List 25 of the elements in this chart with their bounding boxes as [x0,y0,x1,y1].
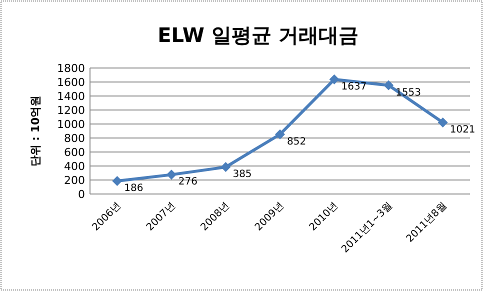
data-label: 852 [287,136,306,148]
point [112,176,122,186]
y-tick-label: 1200 [57,104,85,117]
y-tick-label: 1600 [57,76,85,89]
y-tick-label: 1800 [57,62,85,75]
y-tick-label: 1400 [57,90,85,103]
data-label: 1021 [450,124,476,136]
y-tick-label: 200 [64,174,85,187]
y-tick-label: 0 [78,188,85,201]
point [220,162,231,172]
point [438,118,448,128]
y-tick-label: 800 [64,132,85,145]
data-label: 186 [124,182,144,194]
data-label: 1637 [341,81,367,92]
chart-title: ELW 일평균 거래대금 [158,23,358,47]
point [384,80,394,90]
y-tick-label: 600 [64,146,85,159]
point [329,74,340,84]
data-label: 276 [178,176,198,188]
y-axis-title: 단위 : 10억원 [29,95,42,167]
point [275,129,285,140]
y-tick-label: 400 [64,160,85,173]
point [166,170,176,180]
y-tick-label: 1000 [57,118,85,131]
data-label: 385 [232,169,252,180]
